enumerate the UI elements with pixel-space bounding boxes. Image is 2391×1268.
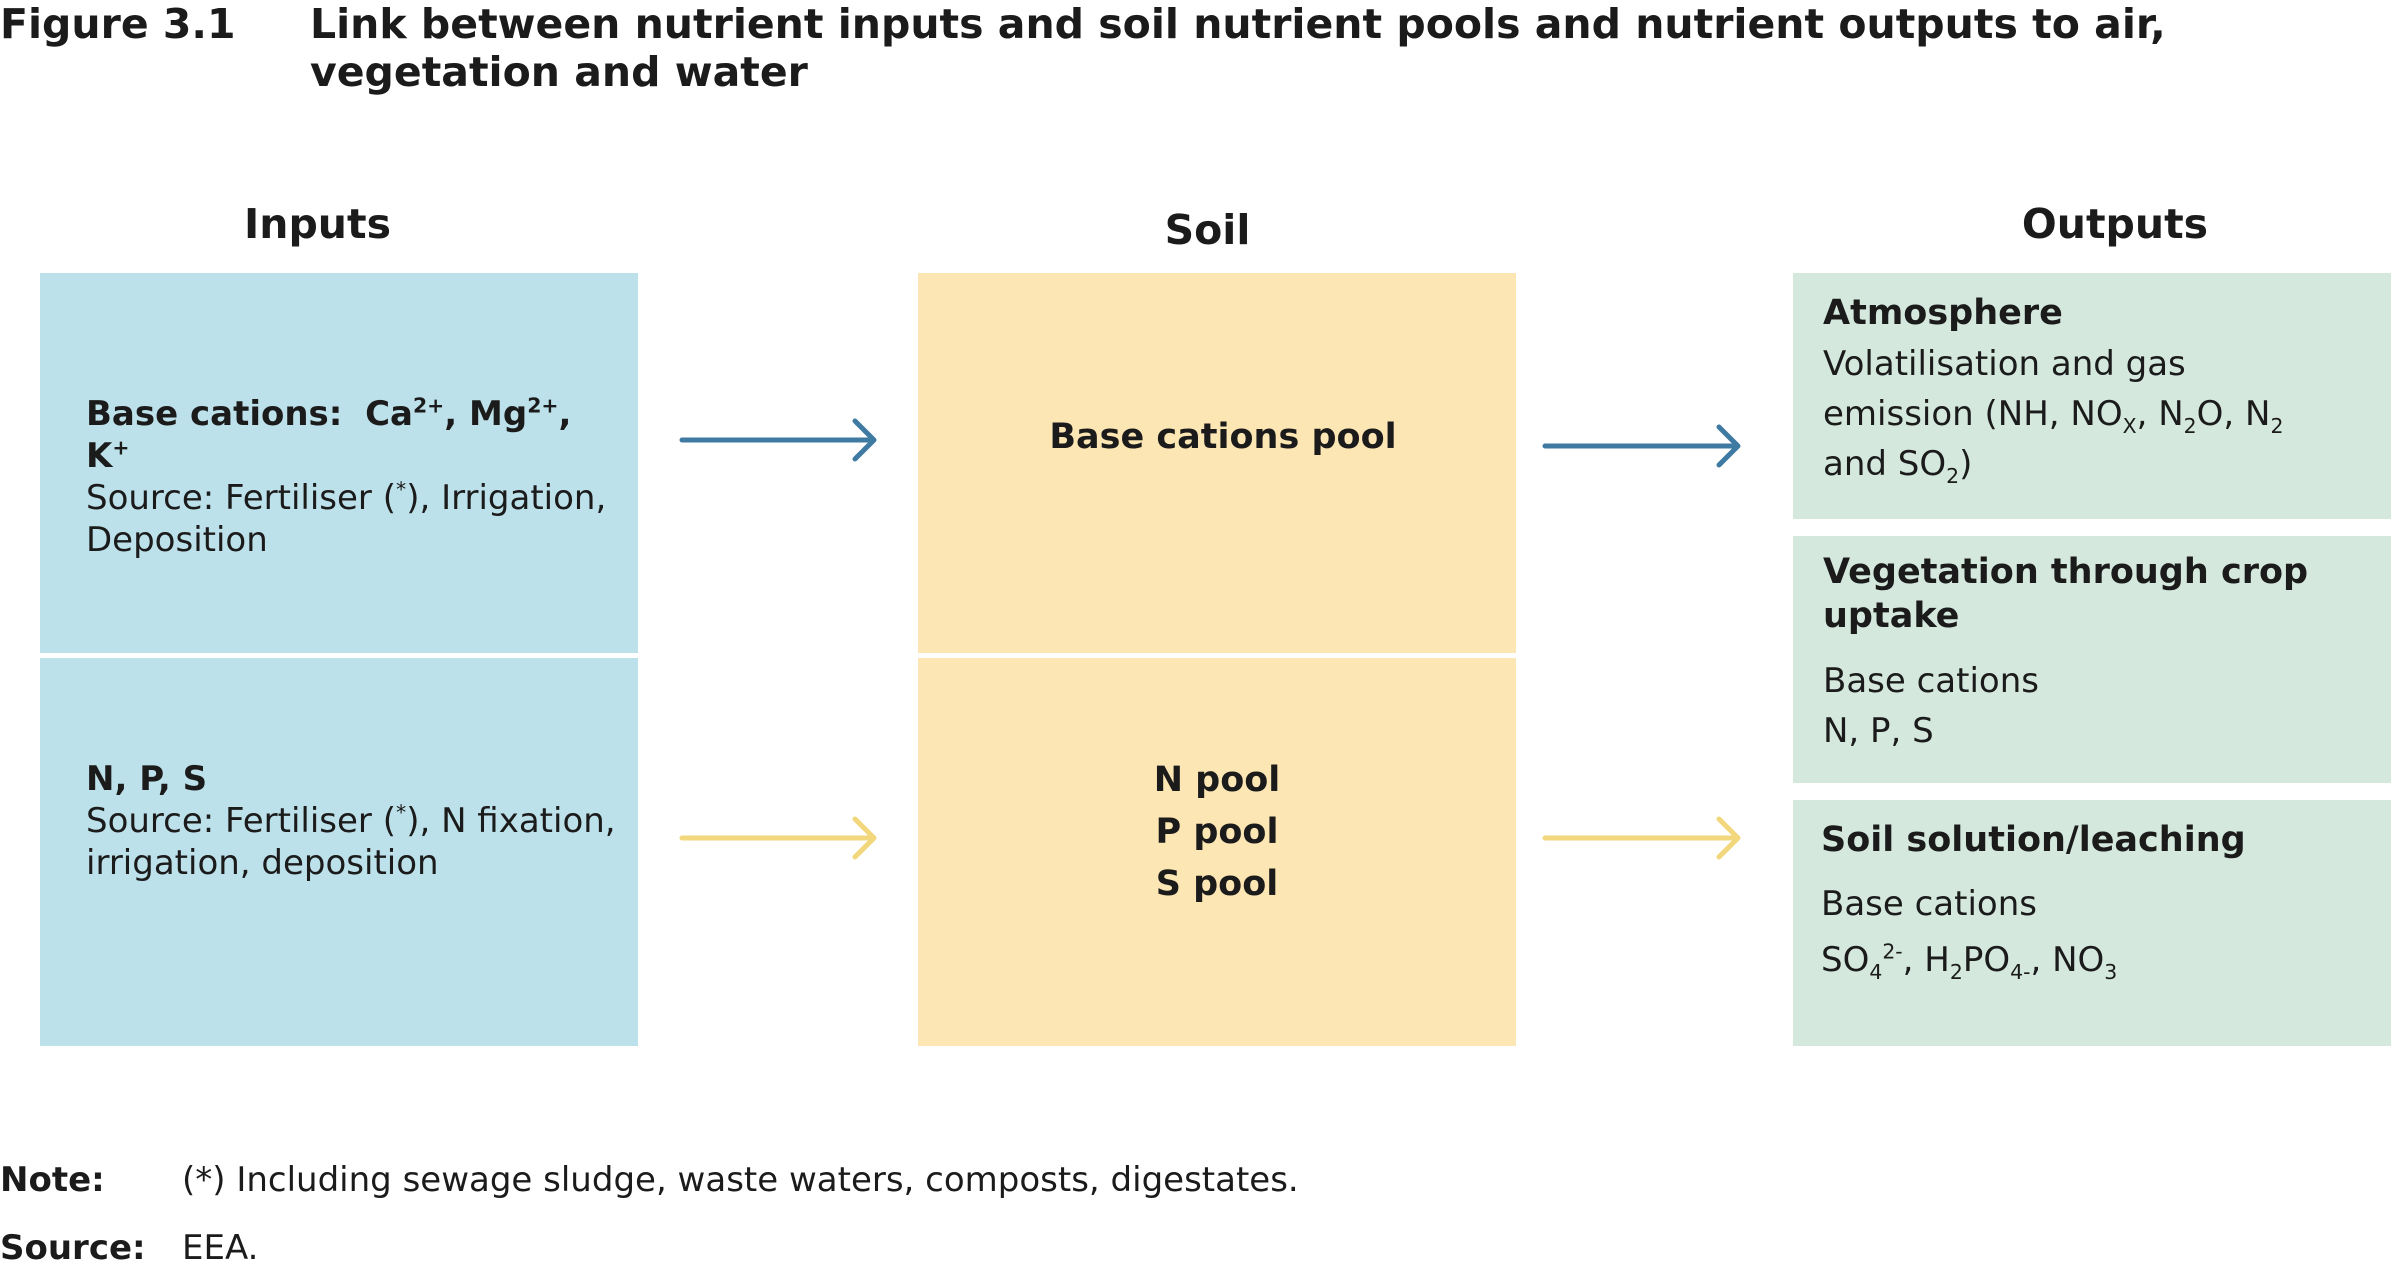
n-pool-label: N pool xyxy=(1153,760,1281,800)
soil-header: Soil xyxy=(1164,206,1251,254)
outputs-header: Outputs xyxy=(2021,200,2209,248)
figure-title: Link between nutrient inputs and soil nu… xyxy=(310,0,2166,96)
arrow-nps-pool-to-leaching xyxy=(1542,816,1741,860)
leaching-output-box: Soil solution/leaching Base cations SO42… xyxy=(1793,800,2391,1046)
inputs-header: Inputs xyxy=(244,200,391,248)
figure-number: Figure 3.1 xyxy=(0,0,236,48)
note-label: Note: xyxy=(0,1160,105,1200)
atmosphere-output-box: Atmosphere Volatilisation and gas emissi… xyxy=(1793,273,2391,519)
source-text: EEA. xyxy=(182,1228,259,1268)
leaching-ions: SO42-, H2PO4-, NO3 xyxy=(1821,939,2118,984)
base-cations-pool-label: Base cations pool xyxy=(1049,417,1397,457)
vegetation-nps: N, P, S xyxy=(1823,711,1934,751)
arrow-base-pool-to-atmosphere xyxy=(1542,424,1741,468)
base-cations-input-box: Base cations: Ca2+, Mg2+, K+ Source: Fer… xyxy=(40,273,638,653)
base-cations-source: Source: Fertiliser (*), Irrigation, xyxy=(86,477,607,518)
nps-source-line2: irrigation, deposition xyxy=(86,843,439,883)
atmosphere-body: Volatilisation and gas emission (NH, NOX… xyxy=(1823,344,2284,488)
nps-input-box: N, P, S Source: Fertiliser (*), N fixati… xyxy=(40,658,638,1046)
p-pool-label: P pool xyxy=(1155,812,1279,852)
source-label: Source: xyxy=(0,1228,146,1268)
vegetation-output-box: Vegetation through crop uptake Base cati… xyxy=(1793,536,2391,783)
arrow-inputs-to-base-pool xyxy=(679,418,877,462)
leaching-base-cations: Base cations xyxy=(1821,884,2037,924)
s-pool-label: S pool xyxy=(1155,864,1279,904)
nps-pool-box: N pool P pool S pool xyxy=(918,658,1516,1046)
vegetation-base-cations: Base cations xyxy=(1823,661,2039,701)
base-cations-pool-box: Base cations pool xyxy=(918,273,1516,653)
nps-heading: N, P, S xyxy=(86,759,208,799)
arrow-inputs-to-nps-pool xyxy=(679,816,877,860)
note-text: (*) Including sewage sludge, waste water… xyxy=(182,1160,1299,1200)
leaching-title: Soil solution/leaching xyxy=(1821,820,2246,860)
base-cations-heading: Base cations: Ca2+, Mg2+, K+ xyxy=(86,393,572,476)
atmosphere-title: Atmosphere xyxy=(1823,293,2063,333)
vegetation-title: Vegetation through crop uptake xyxy=(1823,552,2309,636)
nps-source: Source: Fertiliser (*), N fixation, xyxy=(86,800,616,841)
base-cations-source-line2: Deposition xyxy=(86,520,268,560)
